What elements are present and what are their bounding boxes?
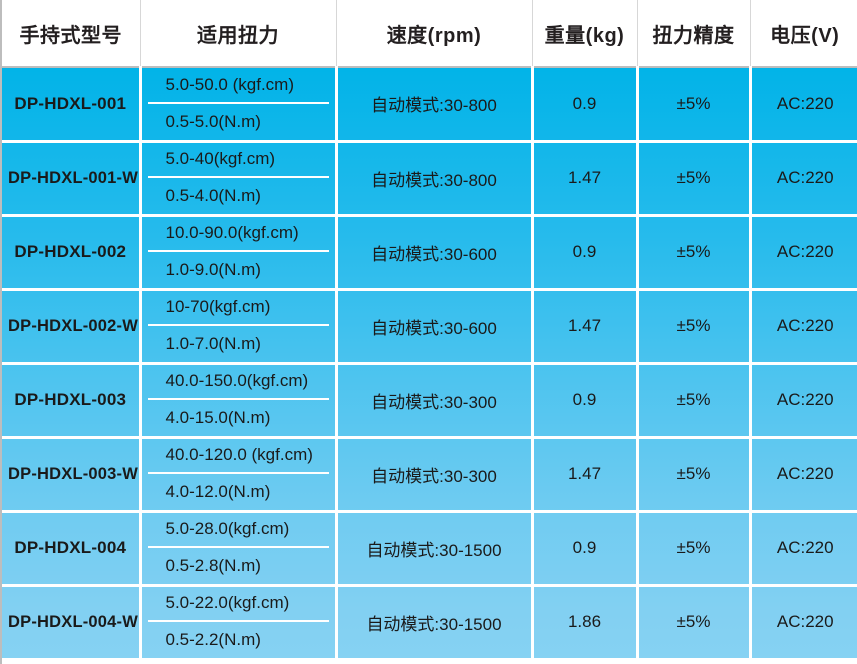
torque-stack: 5.0-40(kgf.cm) 0.5-4.0(N.m): [147, 143, 329, 214]
cell-voltage: AC:220: [750, 215, 857, 291]
cell-speed: 自动模式:30-800: [336, 67, 534, 143]
cell-weight: 0.9: [532, 511, 639, 587]
cell-accuracy: ±5%: [637, 67, 752, 143]
torque-kgfcm: 5.0-40(kgf.cm): [147, 143, 329, 178]
cell-torque: 5.0-40(kgf.cm) 0.5-4.0(N.m): [140, 141, 338, 217]
torque-stack: 10-70(kgf.cm) 1.0-7.0(N.m): [147, 291, 329, 362]
cell-weight: 0.9: [532, 67, 639, 143]
column-header-speed: 速度(rpm): [336, 0, 533, 68]
table-row: DP-HDXL-001 5.0-50.0 (kgf.cm) 0.5-5.0(N.m)…: [2, 67, 857, 143]
table-row: DP-HDXL-002 10.0-90.0(kgf.cm) 1.0-9.0(N.m)…: [2, 215, 857, 291]
cell-voltage: AC:220: [750, 437, 857, 513]
torque-nm: 4.0-12.0(N.m): [165, 481, 271, 501]
column-header-torque: 适用扭力: [140, 0, 337, 68]
torque-stack: 40.0-150.0(kgf.cm) 4.0-15.0(N.m): [147, 365, 329, 436]
torque-stack: 5.0-28.0(kgf.cm) 0.5-2.8(N.m): [147, 513, 329, 584]
table-header: 手持式型号 适用扭力 速度(rpm) 重量(kg) 扭力精度 电压(V): [2, 0, 857, 68]
cell-voltage: AC:220: [750, 289, 857, 365]
torque-nm: 1.0-7.0(N.m): [165, 333, 261, 353]
cell-accuracy: ±5%: [637, 585, 752, 661]
column-header-weight: 重量(kg): [532, 0, 638, 68]
torque-nm: 0.5-4.0(N.m): [165, 185, 261, 205]
cell-speed: 自动模式:30-1500: [336, 585, 534, 661]
torque-kgfcm: 10.0-90.0(kgf.cm): [147, 217, 329, 252]
torque-nm: 0.5-2.8(N.m): [165, 555, 261, 575]
cell-speed: 自动模式:30-1500: [336, 511, 534, 587]
cell-speed: 自动模式:30-800: [336, 141, 534, 217]
table-row: DP-HDXL-001-W 5.0-40(kgf.cm) 0.5-4.0(N.m) 自…: [2, 141, 857, 217]
cell-voltage: AC:220: [750, 511, 857, 587]
cell-accuracy: ±5%: [637, 141, 752, 217]
torque-kgfcm: 40.0-120.0 (kgf.cm): [147, 439, 329, 474]
torque-kgfcm: 40.0-150.0(kgf.cm): [147, 365, 329, 400]
cell-weight: 1.86: [532, 585, 639, 661]
cell-model: DP-HDXL-002: [2, 215, 142, 291]
torque-stack: 40.0-120.0 (kgf.cm) 4.0-12.0(N.m): [147, 439, 329, 510]
torque-kgfcm: 10-70(kgf.cm): [147, 291, 329, 326]
torque-kgfcm: 5.0-28.0(kgf.cm): [147, 513, 329, 548]
torque-kgfcm: 5.0-50.0 (kgf.cm): [147, 68, 329, 104]
cell-voltage: AC:220: [750, 585, 857, 661]
cell-accuracy: ±5%: [637, 215, 752, 291]
cell-speed: 自动模式:30-600: [336, 289, 534, 365]
cell-model: DP-HDXL-002-W: [2, 289, 142, 365]
torque-nm: 1.0-9.0(N.m): [165, 259, 261, 279]
cell-torque: 5.0-50.0 (kgf.cm) 0.5-5.0(N.m): [140, 67, 338, 143]
cell-model: DP-HDXL-004: [2, 511, 142, 587]
torque-stack: 5.0-22.0(kgf.cm) 0.5-2.2(N.m): [147, 587, 329, 658]
table-row: DP-HDXL-003-W 40.0-120.0 (kgf.cm) 4.0-12.0…: [2, 437, 857, 513]
cell-torque: 5.0-28.0(kgf.cm) 0.5-2.8(N.m): [140, 511, 338, 587]
cell-torque: 10.0-90.0(kgf.cm) 1.0-9.0(N.m): [140, 215, 338, 291]
cell-weight: 0.9: [532, 363, 639, 439]
torque-nm: 0.5-2.2(N.m): [165, 629, 261, 649]
torque-nm: 0.5-5.0(N.m): [165, 111, 261, 131]
column-header-model: 手持式型号: [2, 0, 141, 68]
cell-speed: 自动模式:30-600: [336, 215, 534, 291]
table-body: DP-HDXL-001 5.0-50.0 (kgf.cm) 0.5-5.0(N.m)…: [2, 67, 857, 661]
torque-kgfcm: 5.0-22.0(kgf.cm): [147, 587, 329, 622]
cell-accuracy: ±5%: [637, 289, 752, 365]
torque-stack: 5.0-50.0 (kgf.cm) 0.5-5.0(N.m): [147, 68, 329, 140]
cell-torque: 5.0-22.0(kgf.cm) 0.5-2.2(N.m): [140, 585, 338, 661]
cell-speed: 自动模式:30-300: [336, 363, 534, 439]
cell-weight: 1.47: [532, 289, 639, 365]
cell-model: DP-HDXL-001: [2, 67, 142, 143]
cell-model: DP-HDXL-004-W: [2, 585, 142, 661]
table-row: DP-HDXL-004-W 5.0-22.0(kgf.cm) 0.5-2.2(N.m…: [2, 585, 857, 661]
cell-voltage: AC:220: [750, 141, 857, 217]
table-row: DP-HDXL-002-W 10-70(kgf.cm) 1.0-7.0(N.m) 自动…: [2, 289, 857, 365]
cell-model: DP-HDXL-003-W: [2, 437, 142, 513]
header-row: 手持式型号 适用扭力 速度(rpm) 重量(kg) 扭力精度 电压(V): [2, 0, 857, 68]
cell-accuracy: ±5%: [637, 363, 752, 439]
cell-accuracy: ±5%: [637, 511, 752, 587]
table-row: DP-HDXL-004 5.0-28.0(kgf.cm) 0.5-2.8(N.m) 自…: [2, 511, 857, 587]
cell-torque: 40.0-120.0 (kgf.cm) 4.0-12.0(N.m): [140, 437, 338, 513]
cell-voltage: AC:220: [750, 363, 857, 439]
cell-speed: 自动模式:30-300: [336, 437, 534, 513]
column-header-accuracy: 扭力精度: [637, 0, 751, 68]
cell-weight: 1.47: [532, 141, 639, 217]
cell-torque: 10-70(kgf.cm) 1.0-7.0(N.m): [140, 289, 338, 365]
cell-accuracy: ±5%: [637, 437, 752, 513]
cell-model: DP-HDXL-003: [2, 363, 142, 439]
torque-stack: 10.0-90.0(kgf.cm) 1.0-9.0(N.m): [147, 217, 329, 288]
column-header-voltage: 电压(V): [750, 0, 857, 68]
cell-weight: 1.47: [532, 437, 639, 513]
cell-model: DP-HDXL-001-W: [2, 141, 142, 217]
cell-voltage: AC:220: [750, 67, 857, 143]
cell-torque: 40.0-150.0(kgf.cm) 4.0-15.0(N.m): [140, 363, 338, 439]
table-row: DP-HDXL-003 40.0-150.0(kgf.cm) 4.0-15.0(N.…: [2, 363, 857, 439]
torque-nm: 4.0-15.0(N.m): [165, 407, 271, 427]
cell-weight: 0.9: [532, 215, 639, 291]
